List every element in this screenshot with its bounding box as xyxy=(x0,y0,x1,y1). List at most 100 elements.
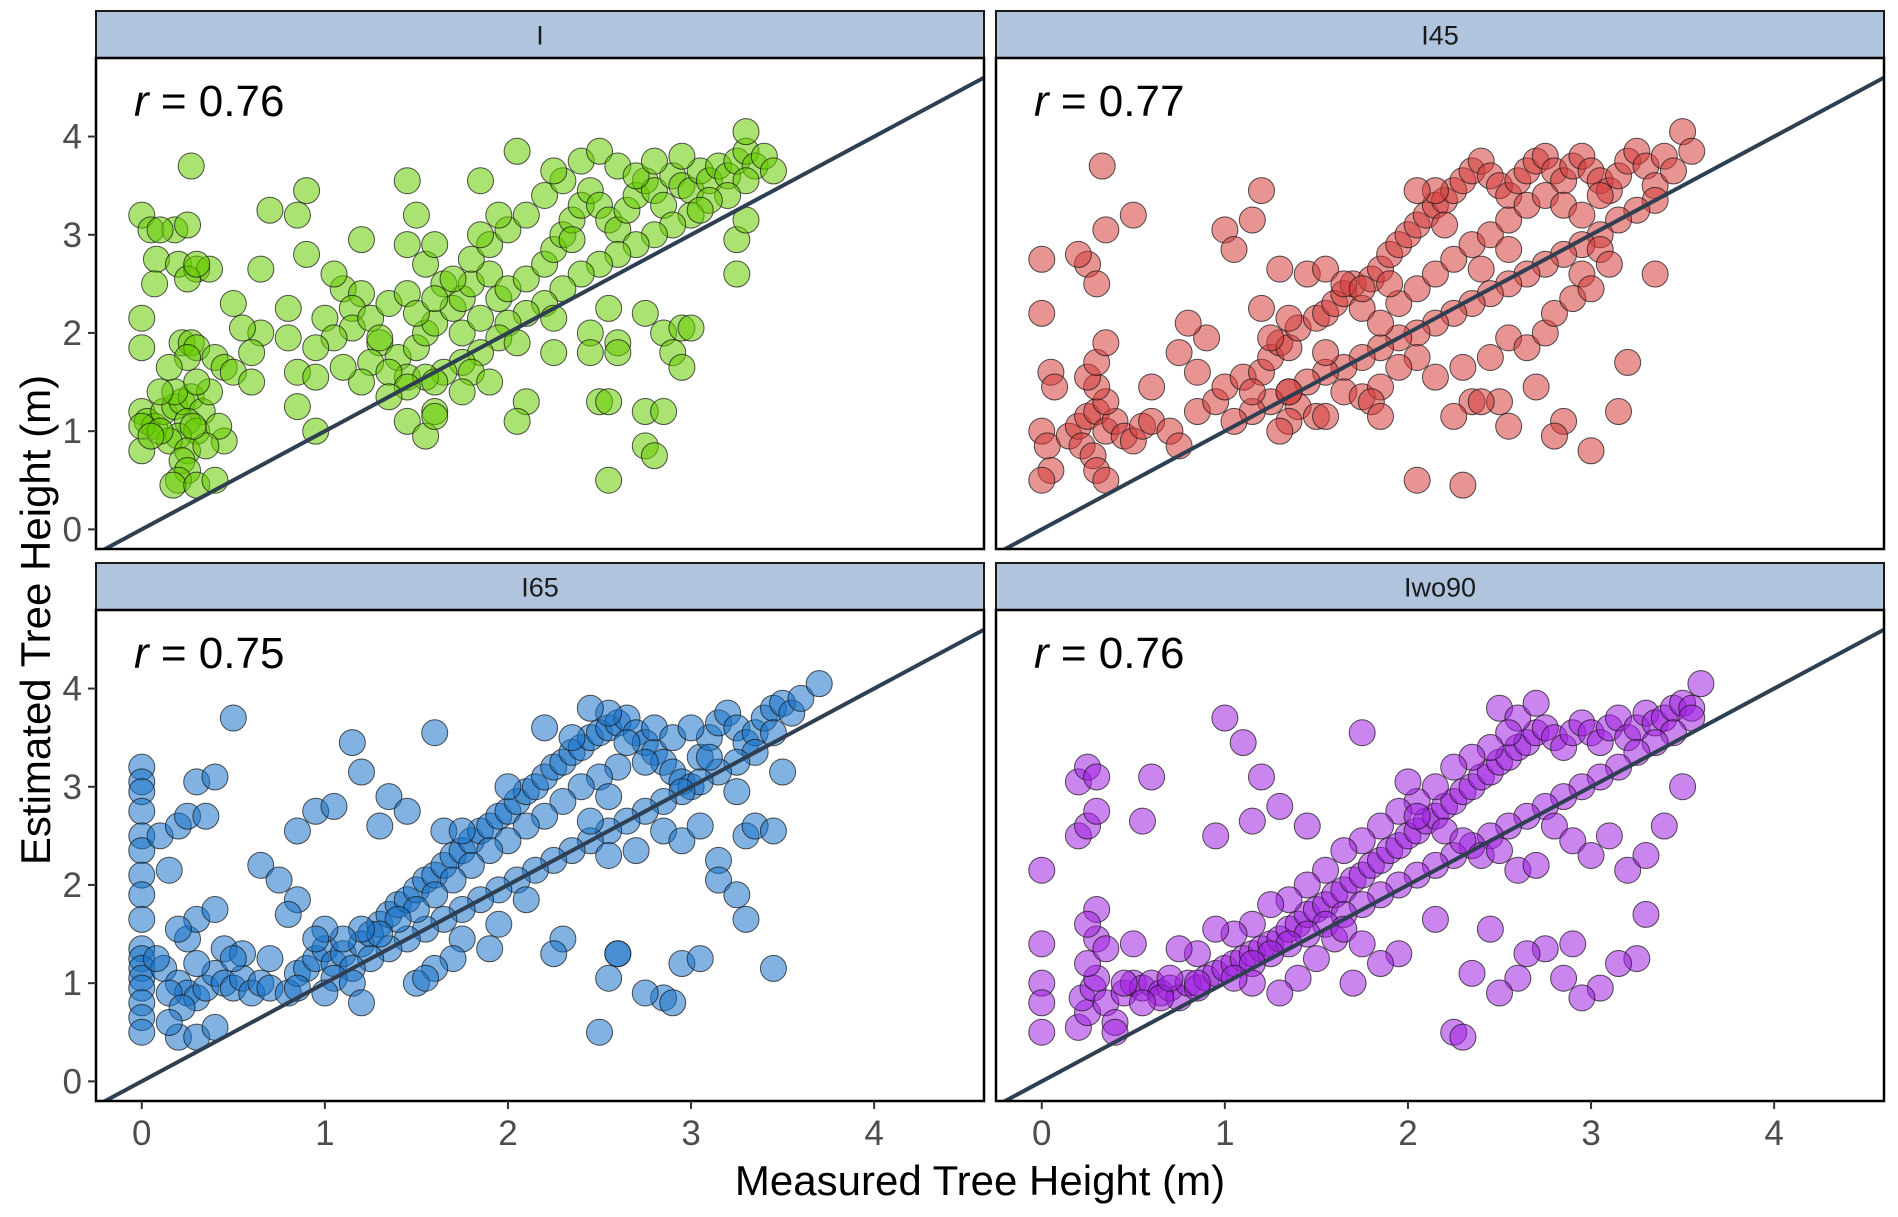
scatter-point xyxy=(448,378,476,406)
scatter-point xyxy=(1348,275,1376,303)
scatter-point xyxy=(128,304,156,332)
x-tick-label: 1 xyxy=(1215,1114,1234,1153)
y-tick-label: 3 xyxy=(63,768,82,807)
scatter-point xyxy=(164,915,192,943)
y-tick-label: 0 xyxy=(63,510,82,549)
scatter-point xyxy=(1028,930,1056,958)
scatter-point xyxy=(1366,309,1394,337)
correlation-symbol: r xyxy=(1034,77,1051,126)
scatter-point xyxy=(485,201,513,229)
scatter-point xyxy=(1138,373,1166,401)
scatter-point xyxy=(1385,353,1413,381)
scatter-point xyxy=(192,802,220,830)
scatter-point xyxy=(1266,255,1294,283)
scatter-point xyxy=(228,314,256,342)
scatter-point xyxy=(1522,689,1550,717)
one-to-one-line xyxy=(100,627,984,1101)
scatter-point xyxy=(1678,137,1706,165)
scatter-point xyxy=(759,954,787,982)
scatter-point xyxy=(247,851,275,879)
correlation-value: = 0.77 xyxy=(1049,77,1185,126)
scatter-point xyxy=(274,294,302,322)
scatter-point xyxy=(1659,157,1687,185)
scatter-point xyxy=(1302,945,1330,973)
scatter-point xyxy=(595,964,623,992)
facet-strip-i xyxy=(95,10,985,59)
scatter-point xyxy=(695,743,723,771)
scatter-point xyxy=(1568,201,1596,229)
scatter-point xyxy=(293,177,321,205)
scatter-point xyxy=(1165,339,1193,367)
scatter-point xyxy=(177,152,205,180)
scatter-point xyxy=(604,339,632,367)
scatter-point xyxy=(558,226,586,254)
scatter-point xyxy=(1440,402,1468,430)
scatter-point xyxy=(1128,807,1156,835)
facet-panel-i45: I45 r = 0.77 xyxy=(994,10,1886,551)
scatter-point xyxy=(1577,275,1605,303)
scatter-point xyxy=(412,964,440,992)
scatter-point xyxy=(293,240,321,268)
scatter-point xyxy=(219,704,247,732)
scatter-point xyxy=(1586,181,1614,209)
scatter-point xyxy=(1449,353,1477,381)
scatter-point xyxy=(650,398,678,426)
scatter-point xyxy=(1312,339,1340,367)
points-layer xyxy=(128,118,787,499)
scatter-point xyxy=(1138,763,1166,791)
scatter-point xyxy=(558,724,586,752)
scatter-point xyxy=(393,797,421,825)
scatter-point xyxy=(421,881,449,909)
scatter-point xyxy=(1257,324,1285,352)
scatter-point xyxy=(256,196,284,224)
scatter-point xyxy=(1028,245,1056,273)
scatter-point xyxy=(1083,270,1111,298)
scatter-point xyxy=(1522,373,1550,401)
scatter-point xyxy=(531,181,559,209)
scatter-point xyxy=(1449,1023,1477,1051)
scatter-point xyxy=(1156,964,1184,992)
scatter-point xyxy=(274,324,302,352)
scatter-point xyxy=(1495,412,1523,440)
scatter-point xyxy=(631,299,659,327)
scatter-point xyxy=(1174,309,1202,337)
scatter-point xyxy=(347,368,375,396)
x-tick-label: 3 xyxy=(1581,1114,1600,1153)
scatter-point xyxy=(320,792,348,820)
scatter-point xyxy=(448,319,476,347)
scatter-point xyxy=(1293,871,1321,899)
scatter-point xyxy=(402,201,430,229)
scatter-point xyxy=(1128,989,1156,1017)
scatter-point xyxy=(1476,221,1504,249)
scatter-point xyxy=(1577,842,1605,869)
scatter-point xyxy=(512,812,540,840)
facet-panel-iwo90: Iwo90 r = 0.76 0 1 2 3 4 xyxy=(994,562,1886,1153)
scatter-point xyxy=(1403,275,1431,303)
scatter-point xyxy=(1376,270,1404,298)
scatter-point xyxy=(1275,304,1303,332)
scatter-point xyxy=(183,950,211,978)
scatter-point xyxy=(1064,240,1092,268)
y-tick-label: 4 xyxy=(63,118,82,157)
scatter-point xyxy=(1641,260,1669,288)
scatter-point xyxy=(1211,704,1239,732)
scatter-point xyxy=(393,231,421,259)
scatter-point xyxy=(503,407,531,435)
scatter-point xyxy=(238,339,266,367)
scatter-point xyxy=(1467,255,1495,283)
scatter-point xyxy=(769,758,797,786)
scatter-point xyxy=(1605,950,1633,978)
scatter-point xyxy=(1028,299,1056,327)
scatter-point xyxy=(1083,797,1111,825)
scatter-point xyxy=(512,265,540,293)
scatter-point xyxy=(1119,930,1147,958)
scatter-point xyxy=(329,353,357,381)
one-to-one-line xyxy=(1000,75,1884,549)
x-axis-title: Measured Tree Height (m) xyxy=(735,1157,1225,1204)
scatter-point xyxy=(668,142,696,170)
scatter-point xyxy=(1550,964,1578,992)
plot-background xyxy=(996,58,1884,549)
scatter-point xyxy=(421,231,449,259)
scatter-point xyxy=(723,260,751,288)
scatter-point xyxy=(595,783,623,811)
